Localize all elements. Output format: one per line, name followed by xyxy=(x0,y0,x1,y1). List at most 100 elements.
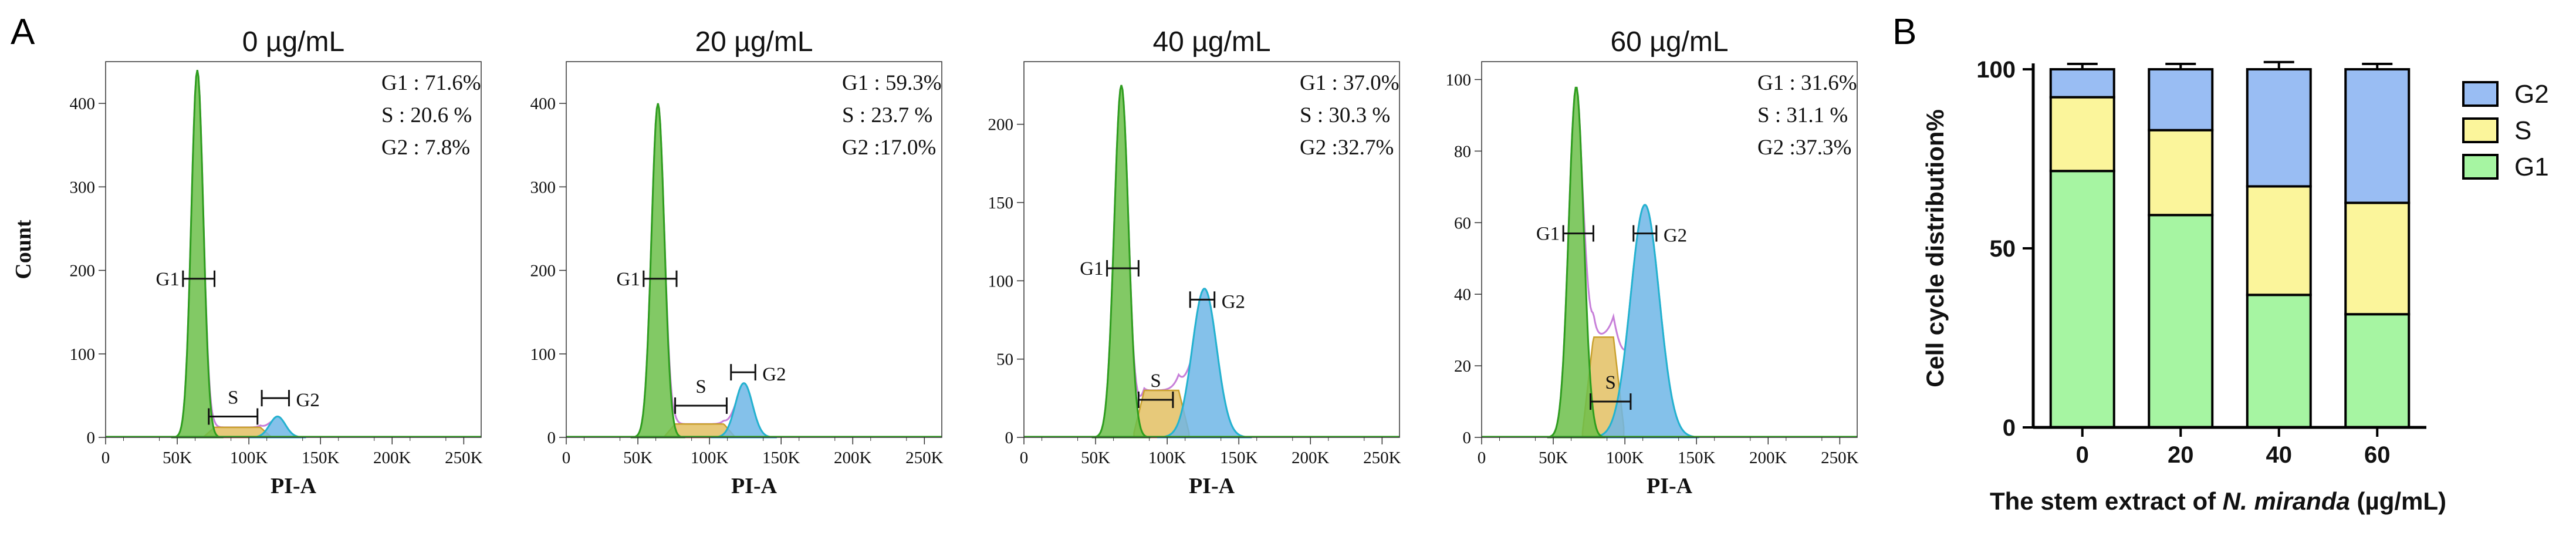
x-axis-label: The stem extract of N. miranda (µg/mL) xyxy=(1990,487,2446,515)
phase-percent-label: G1 : 71.6% xyxy=(381,71,481,95)
y-tick-label: 0 xyxy=(1463,429,1472,447)
y-tick-label: 20 xyxy=(1454,357,1471,376)
histogram-panel-2: 40 µg/mL 0 50K 100K 150K 200K 250K 0 50 100 150 200… xyxy=(988,26,1401,498)
y-tick-label: 150 xyxy=(988,194,1014,213)
bar-segment-g1 xyxy=(2049,170,2115,429)
x-tick-label: 50K xyxy=(1539,449,1568,467)
y-tick-label: 200 xyxy=(988,116,1014,134)
legend-swatch-s xyxy=(2462,117,2499,143)
panel-title: 20 µg/mL xyxy=(695,26,813,58)
gate-label: G2 xyxy=(296,390,320,411)
g1-phase-area xyxy=(171,69,224,439)
y-tick-label: 0 xyxy=(87,429,96,447)
phase-percent-label: G1 : 37.0% xyxy=(1300,71,1399,95)
x-tick-label: 250K xyxy=(905,449,944,467)
x-tick-label: 150K xyxy=(1678,449,1716,467)
bar-segment-s xyxy=(2246,185,2312,296)
x-tick-label: 0 xyxy=(102,449,110,467)
x-axis-label: PI-A xyxy=(1189,474,1235,498)
bar-segment-s xyxy=(2344,201,2411,316)
y-tick-label: 100 xyxy=(70,345,96,364)
y-axis-label: Count xyxy=(11,220,36,279)
plot-frame xyxy=(566,61,942,438)
x-tick-label: 0 xyxy=(1478,449,1486,467)
x-tick-label: 150K xyxy=(302,449,340,467)
bar-segment-g1 xyxy=(2148,214,2214,429)
y-tick-label: 200 xyxy=(530,262,556,281)
y-tick-label: 40 xyxy=(1454,285,1471,304)
x-axis-label: PI-A xyxy=(1647,474,1693,498)
panel-b-letter: B xyxy=(1892,12,1916,52)
histogram-panels: 0 µg/mL0 50K 100K 150K 200K 250K0100200300400… xyxy=(11,26,1859,498)
x-tick-label: 0 xyxy=(562,449,571,467)
bar-segment-g2 xyxy=(2246,68,2312,188)
panel-a-letter: A xyxy=(11,12,35,52)
plot-frame xyxy=(1481,61,1858,438)
g1-phase-area xyxy=(630,103,685,439)
x-axis-label-species: N. miranda xyxy=(2223,487,2350,515)
legend-label: S xyxy=(2514,116,2531,145)
phase-percent-label: G1 : 59.3% xyxy=(842,71,942,95)
legend-label: G2 xyxy=(2514,80,2549,109)
gate-label: S xyxy=(228,387,238,408)
y-tick-label: 400 xyxy=(530,95,556,113)
s-phase-area xyxy=(1133,389,1190,439)
histogram-panel-0: 0 µg/mL 0 50K 100K 150K 200K 250K 0 100 200 300 400… xyxy=(11,26,483,498)
y-axis-label: Cell cycle distribution% xyxy=(1921,109,1949,387)
phase-percent-label: S : 23.7 % xyxy=(842,103,932,127)
histogram-panel-3: 60 µg/mL 0 50K 100K 150K 200K 250K 0 20 40 60 80 100… xyxy=(1446,26,1859,498)
x-axis-label: PI-A xyxy=(271,474,317,498)
s-phase-area xyxy=(664,423,736,439)
x-tick-label: 20 xyxy=(2168,442,2194,468)
gate-label: G1 xyxy=(1080,258,1103,279)
x-tick-label: 200K xyxy=(834,449,872,467)
x-tick-label: 50K xyxy=(1081,449,1110,467)
y-tick-label: 100 xyxy=(530,345,556,364)
y-tick-label: 60 xyxy=(1454,214,1471,232)
x-tick-label: 40 xyxy=(2266,442,2293,468)
panel-title: 0 µg/mL xyxy=(242,26,344,58)
x-tick-label: 150K xyxy=(1220,449,1258,467)
x-tick-label: 100K xyxy=(691,449,729,467)
x-axis-label-unit: (µg/mL) xyxy=(2350,487,2446,515)
x-tick-label: 50K xyxy=(163,449,192,467)
stacked-bar-panel: 0 20 40 60 0 50 100 Cell cycle distribution% The… xyxy=(1921,57,2549,515)
bar-segment-s xyxy=(2148,129,2214,217)
x-tick-label: 200K xyxy=(373,449,411,467)
y-tick-label: 300 xyxy=(530,178,556,197)
bar-segment-g2 xyxy=(2049,68,2115,99)
x-tick-label: 50K xyxy=(623,449,653,467)
phase-percent-label: G2 :17.0% xyxy=(842,136,936,160)
y-tick-label: 0 xyxy=(1005,429,1014,447)
g2-phase-area xyxy=(1591,204,1699,439)
s-phase-area xyxy=(203,426,272,439)
x-tick-label: 250K xyxy=(1821,449,1859,467)
bar-segment-g1 xyxy=(2344,313,2411,429)
x-tick-label: 0 xyxy=(2076,442,2089,468)
x-tick-label: 60 xyxy=(2364,442,2391,468)
phase-percent-label: G1 : 31.6% xyxy=(1757,71,1857,95)
y-tick-label: 300 xyxy=(70,178,96,197)
y-tick-label: 0 xyxy=(2003,415,2016,441)
y-tick-label: 0 xyxy=(547,429,556,447)
x-tick-label: 150K xyxy=(762,449,800,467)
y-tick-label: 100 xyxy=(1446,70,1472,89)
x-tick-label: 250K xyxy=(445,449,483,467)
gate-label: S xyxy=(695,376,706,397)
g1-phase-area xyxy=(1091,85,1151,439)
phase-percent-label: S : 20.6 % xyxy=(381,103,472,127)
gate-label: G1 xyxy=(616,269,640,290)
bar-segment-s xyxy=(2049,96,2115,173)
g1-phase-area xyxy=(1547,86,1605,439)
y-tick-label: 100 xyxy=(988,272,1014,291)
gate-label: G2 xyxy=(1664,225,1687,247)
x-tick-label: 100K xyxy=(1606,449,1644,467)
phase-percent-label: G2 :32.7% xyxy=(1300,136,1394,160)
y-tick-label: 50 xyxy=(996,350,1013,369)
legend-swatch-g1 xyxy=(2462,154,2499,180)
x-tick-label: 250K xyxy=(1363,449,1401,467)
plot-frame xyxy=(105,61,482,438)
phase-percent-label: G2 : 7.8% xyxy=(381,136,470,160)
x-tick-label: 100K xyxy=(1148,449,1186,467)
